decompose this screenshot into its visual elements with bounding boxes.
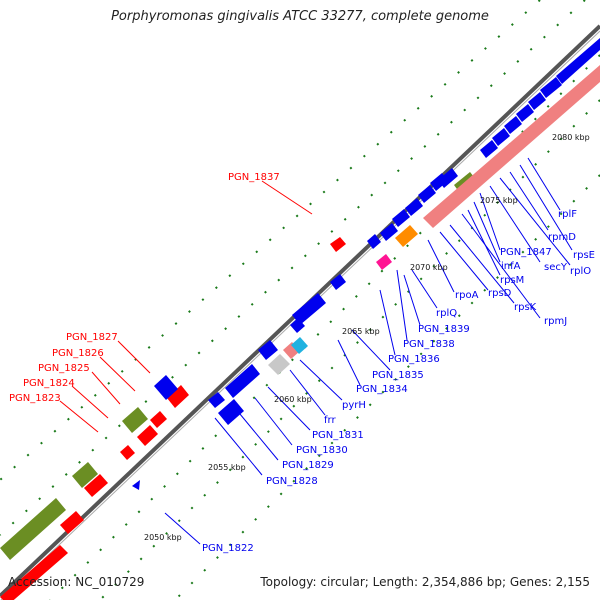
gene-label: PGN_1838 <box>403 339 455 350</box>
gene-label: pyrH <box>342 400 366 411</box>
gene-label: PGN_1830 <box>296 445 348 456</box>
gene-label: infA <box>501 261 521 272</box>
gene-label: PGN_1824 <box>23 378 75 389</box>
gene-label: rpoA <box>455 290 479 301</box>
gene-label: rpsM <box>500 275 524 286</box>
plus-strand-features <box>0 237 346 600</box>
gene-label: PGN_1837 <box>228 172 280 183</box>
gene-label: rpmJ <box>544 316 567 327</box>
gene-label: PGN_1828 <box>266 476 318 487</box>
bottom-gene-labels: PGN_1822 PGN_1828 PGN_1829 PGN_1830 PGN_… <box>202 209 595 554</box>
scale-label: 2080 kbp <box>552 133 590 142</box>
scale-label: 2070 kbp <box>410 263 448 272</box>
rrna-features <box>268 65 600 375</box>
scale-label: 2050 kbp <box>144 533 182 542</box>
gene-label: PGN_1831 <box>312 430 364 441</box>
gene-label: rpsK <box>514 302 537 313</box>
scale-label: 2060 kbp <box>274 395 312 404</box>
gene-label: PGN_1836 <box>388 354 440 365</box>
scale-labels: 2050 kbp 2055 kbp 2060 kbp 2065 kbp 2070… <box>144 133 590 542</box>
top-gene-labels: PGN_1837 PGN_1827 PGN_1826 PGN_1825 PGN_… <box>9 172 280 404</box>
scale-label: 2075 kbp <box>480 196 518 205</box>
gene-label: frr <box>324 415 336 426</box>
gene-label: PGN_1834 <box>356 384 408 395</box>
accession-text: Accession: NC_010729 <box>8 575 145 589</box>
scale-label: 2065 kbp <box>342 327 380 336</box>
genome-summary-text: Topology: circular; Length: 2,354,886 bp… <box>260 575 590 589</box>
gene-label: rplF <box>558 209 577 220</box>
gene-label: secY <box>544 262 568 273</box>
footer-bar: Accession: NC_010729 Topology: circular;… <box>0 572 600 600</box>
scale-label: 2055 kbp <box>208 463 246 472</box>
gene-label: PGN_1847 <box>500 247 552 258</box>
gene-label: PGN_1829 <box>282 460 334 471</box>
gene-label: PGN_1827 <box>66 332 118 343</box>
gene-label: PGN_1822 <box>202 543 254 554</box>
gene-label: rplQ <box>436 308 457 319</box>
gene-label: PGN_1826 <box>52 348 104 359</box>
gene-label: rplO <box>570 266 591 277</box>
gene-label: PGN_1823 <box>9 393 61 404</box>
top-connectors <box>59 180 313 433</box>
gene-label: PGN_1825 <box>38 363 90 374</box>
gene-label: rpsD <box>488 288 512 299</box>
gene-label: PGN_1839 <box>418 324 470 335</box>
minus-strand-features <box>132 38 600 490</box>
gene-label: rpmD <box>548 232 576 243</box>
bottom-connectors <box>164 157 573 545</box>
gene-label: PGN_1835 <box>372 370 424 381</box>
gene-label: rpsE <box>573 250 595 261</box>
map-title: Porphyromonas gingivalis ATCC 33277, com… <box>111 9 489 24</box>
